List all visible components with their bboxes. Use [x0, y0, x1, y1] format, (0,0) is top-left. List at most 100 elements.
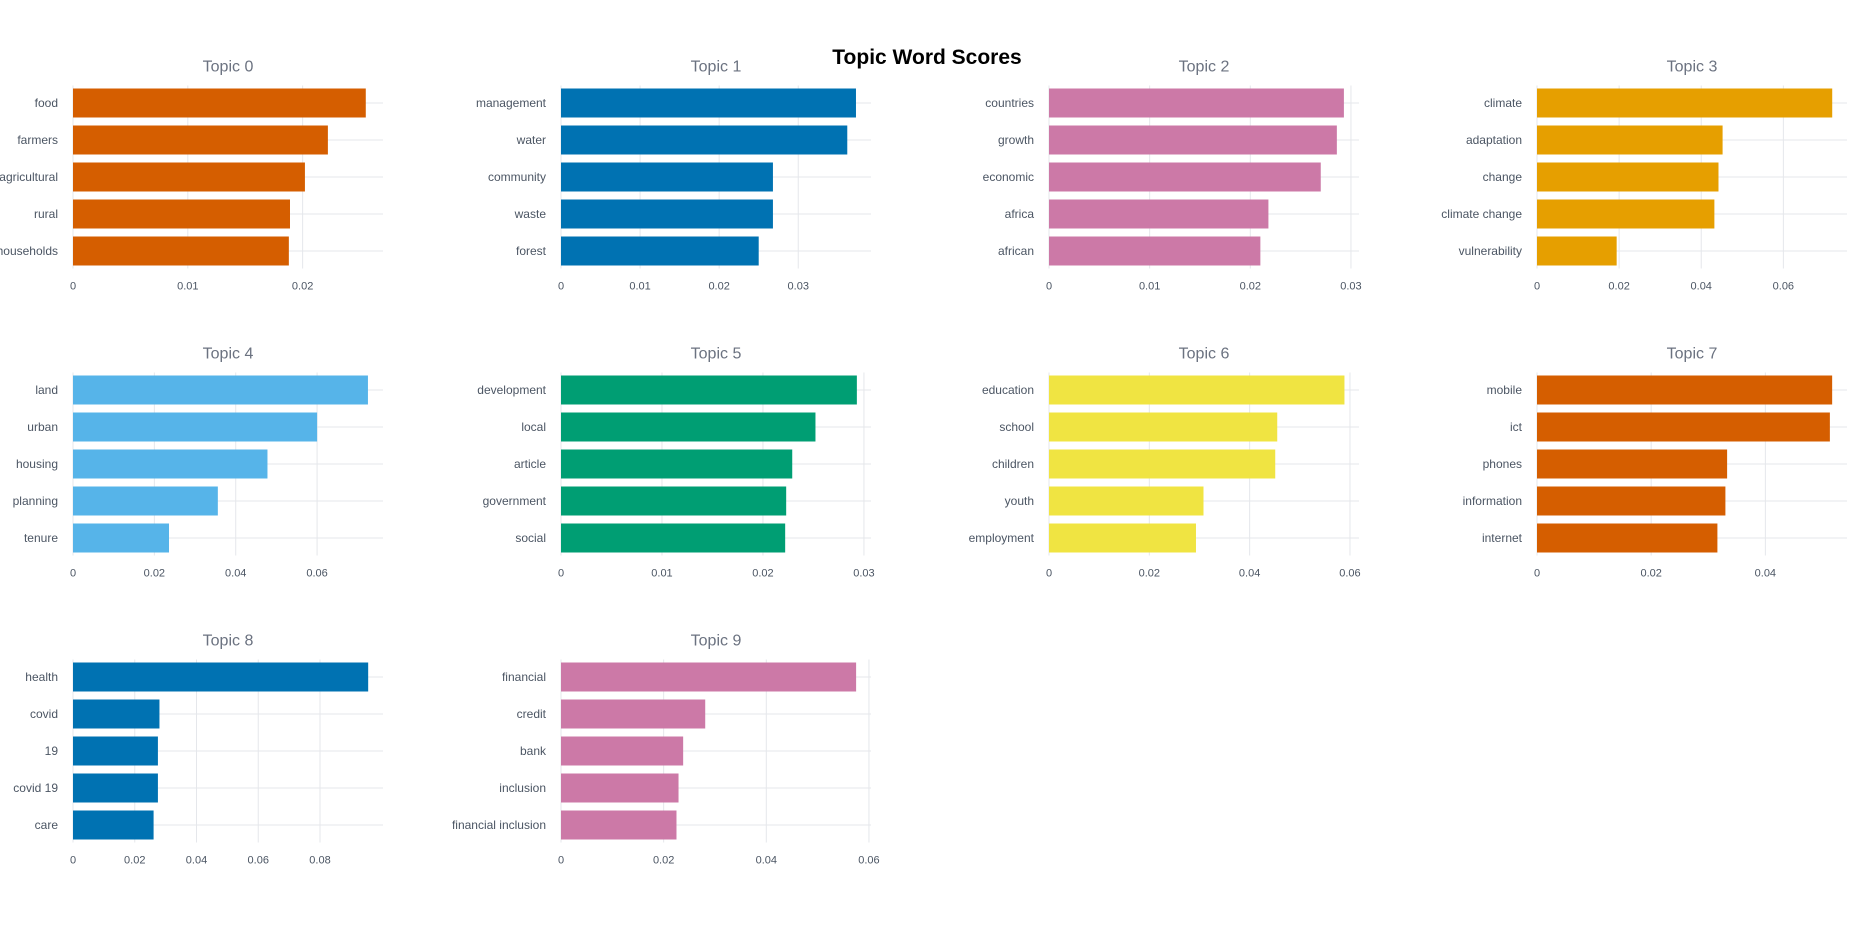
bar-credit — [561, 699, 706, 729]
x-tick-label: 0.02 — [124, 855, 145, 867]
category-label: ict — [1510, 420, 1523, 434]
bar-management — [561, 88, 856, 118]
panel-topic-0: Topic 0 0 0.01 0.02 food farmers agricultural r… — [0, 59, 383, 293]
x-tick-label: 0 — [1534, 568, 1540, 580]
category-label: agricultural — [0, 170, 58, 184]
category-label: phones — [1483, 457, 1522, 471]
bar-housing — [73, 449, 268, 479]
bar-africa — [1049, 199, 1269, 229]
panel-subtitle: Topic 9 — [691, 633, 742, 650]
x-tick-label: 0 — [558, 568, 564, 580]
x-tick-label: 0 — [558, 281, 564, 293]
x-tick-label: 0.04 — [1691, 281, 1712, 293]
category-label: management — [476, 96, 547, 110]
bar-economic — [1049, 162, 1321, 192]
bar-employment — [1049, 523, 1196, 553]
x-tick-label: 0.02 — [1139, 568, 1160, 580]
category-label: economic — [983, 170, 1034, 184]
panel-subtitle: Topic 0 — [203, 59, 254, 76]
x-tick-label: 0.01 — [177, 281, 198, 293]
x-tick-label: 0 — [1534, 281, 1540, 293]
bar-community — [561, 162, 773, 192]
panel-topic-8: Topic 8 0 0.02 0.04 0.06 0.08 health covid 19 cov… — [13, 633, 383, 867]
bar-financial — [561, 662, 857, 692]
bar-phones — [1537, 449, 1728, 479]
panel-subtitle: Topic 6 — [1179, 346, 1230, 363]
x-tick-label: 0.08 — [309, 855, 330, 867]
category-label: planning — [13, 494, 58, 508]
x-tick-label: 0.02 — [653, 855, 674, 867]
category-label: housing — [16, 457, 58, 471]
x-tick-label: 0.01 — [1139, 281, 1160, 293]
x-tick-label: 0.02 — [1240, 281, 1261, 293]
category-label: bank — [520, 744, 547, 758]
category-label: climate — [1484, 96, 1522, 110]
x-tick-label: 0.06 — [306, 568, 327, 580]
x-tick-label: 0.03 — [788, 281, 809, 293]
x-tick-label: 0.04 — [225, 568, 246, 580]
category-label: education — [982, 383, 1034, 397]
bar-waste — [561, 199, 773, 229]
category-label: government — [483, 494, 547, 508]
category-label: youth — [1005, 494, 1034, 508]
category-label: tenure — [24, 531, 58, 545]
x-tick-label: 0.06 — [1339, 568, 1360, 580]
chart-panels: Topic 0 0 0.01 0.02 food farmers agricultural r… — [0, 59, 1847, 867]
category-label: farmers — [17, 133, 58, 147]
panel-subtitle: Topic 7 — [1667, 346, 1718, 363]
x-tick-label: 0 — [70, 281, 76, 293]
panel-subtitle: Topic 4 — [203, 346, 254, 363]
panel-topic-1: Topic 1 0 0.01 0.02 0.03 management water commu… — [476, 59, 871, 293]
category-label: water — [516, 133, 546, 147]
x-tick-label: 0.02 — [752, 568, 773, 580]
bar-agricultural — [73, 162, 305, 192]
bar-government — [561, 486, 787, 516]
bar-ict — [1537, 412, 1830, 442]
bar-climate — [1537, 88, 1833, 118]
panel-subtitle: Topic 3 — [1667, 59, 1718, 76]
x-tick-label: 0.02 — [1640, 568, 1661, 580]
panel-topic-9: Topic 9 0 0.02 0.04 0.06 financial credit bank i… — [452, 633, 880, 867]
bar-food — [73, 88, 366, 118]
bar-education — [1049, 375, 1345, 405]
category-label: financial inclusion — [452, 818, 546, 832]
category-label: land — [35, 383, 58, 397]
bar-land — [73, 375, 368, 405]
bar-vulnerability — [1537, 236, 1617, 266]
category-label: urban — [27, 420, 58, 434]
panel-subtitle: Topic 8 — [203, 633, 254, 650]
bar-care — [73, 810, 154, 840]
bar-rural — [73, 199, 290, 229]
panel-topic-4: Topic 4 0 0.02 0.04 0.06 land urban housing plan… — [13, 346, 383, 580]
bar-adaptation — [1537, 125, 1723, 155]
chart-title: Topic Word Scores — [832, 46, 1021, 69]
x-tick-label: 0 — [1046, 568, 1052, 580]
bar-19 — [73, 736, 158, 766]
x-tick-label: 0.01 — [651, 568, 672, 580]
category-label: health — [25, 670, 58, 684]
category-label: households — [0, 244, 58, 258]
bar-information — [1537, 486, 1726, 516]
category-label: food — [35, 96, 58, 110]
x-tick-label: 0 — [70, 568, 76, 580]
category-label: development — [477, 383, 546, 397]
panel-topic-6: Topic 6 0 0.02 0.04 0.06 education school child… — [969, 346, 1361, 580]
x-tick-label: 0 — [1046, 281, 1052, 293]
category-label: waste — [514, 207, 547, 221]
category-label: credit — [517, 707, 547, 721]
category-label: forest — [516, 244, 547, 258]
bar-african — [1049, 236, 1261, 266]
x-tick-label: 0 — [558, 855, 564, 867]
category-label: growth — [998, 133, 1034, 147]
category-label: climate change — [1441, 207, 1522, 221]
x-tick-label: 0.06 — [1773, 281, 1794, 293]
bar-development — [561, 375, 857, 405]
category-label: covid 19 — [13, 781, 58, 795]
x-tick-label: 0.04 — [186, 855, 207, 867]
panel-topic-7: Topic 7 0 0.02 0.04 mobile ict phones informati… — [1463, 346, 1847, 580]
category-label: financial — [502, 670, 546, 684]
x-tick-label: 0.02 — [1608, 281, 1629, 293]
bar-planning — [73, 486, 218, 516]
bar-covid — [73, 699, 160, 729]
